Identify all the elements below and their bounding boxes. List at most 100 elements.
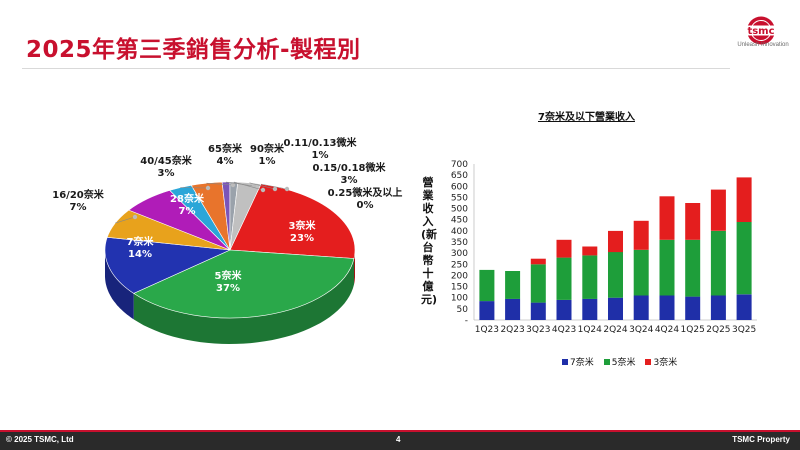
pie-leader-line — [115, 216, 136, 224]
bar-3Q23-2 — [530, 258, 546, 265]
pie-label-6: 65奈米 — [208, 142, 243, 155]
y-tick-label: 200 — [451, 271, 468, 281]
x-tick-label: 1Q23 — [475, 325, 499, 335]
pie-leader-dot — [272, 186, 278, 192]
legend-swatch — [645, 358, 652, 365]
x-tick-label: 4Q23 — [552, 325, 576, 335]
legend-label: 7奈米 — [570, 358, 594, 368]
pie-value-1: 37% — [216, 283, 240, 294]
x-tick-label: 3Q24 — [629, 325, 654, 335]
bar-4Q23-0 — [556, 299, 572, 320]
legend-label: 5奈米 — [611, 358, 636, 368]
footer-bar: © 2025 TSMC, Ltd 4 TSMC Property — [0, 432, 800, 450]
bar-1Q24-2 — [582, 246, 598, 256]
pie-value-5: 3% — [158, 168, 175, 179]
pie-leader-line — [249, 182, 276, 190]
y-tick-label: 350 — [451, 238, 468, 248]
pie-label-9: 0.15/0.18微米 — [313, 161, 387, 174]
bar-4Q23-1 — [556, 257, 572, 300]
pie-leader-dot — [284, 186, 290, 192]
y-tick-label: 600 — [451, 182, 468, 192]
y-tick-label: 500 — [451, 205, 468, 215]
pie-leader-line — [206, 182, 234, 186]
x-tick-label: 1Q24 — [578, 325, 603, 335]
tsmc-logo: tsmc — [744, 16, 778, 45]
pie-label-8: 0.11/0.13微米 — [284, 136, 358, 149]
pie-side-2 — [105, 250, 134, 320]
pie-value-7: 1% — [259, 156, 276, 167]
pie-depth — [105, 250, 355, 344]
x-tick-label: 1Q25 — [681, 325, 705, 335]
legend-label: 3奈米 — [653, 358, 678, 368]
pie-label-1: 5奈米 — [215, 269, 243, 282]
pie-value-0: 23% — [290, 233, 314, 244]
pie-value-8: 1% — [312, 150, 329, 161]
bar-2Q23-0 — [505, 298, 521, 320]
bar-chart-ylabel: 營業收入(新台幣十億元) — [421, 176, 438, 306]
bar-3Q23-1 — [530, 264, 546, 303]
y-tick-label: 400 — [451, 227, 468, 237]
pie-leader-line — [260, 183, 288, 190]
bar-4Q24-1 — [659, 239, 675, 296]
pie-value-4: 7% — [179, 206, 196, 217]
pie-value-6: 4% — [217, 156, 234, 167]
pie-side-0 — [354, 251, 355, 285]
bar-2Q25-2 — [710, 189, 726, 231]
bar-4Q24-0 — [659, 295, 675, 320]
page-title: 2025年第三季銷售分析-製程別 — [26, 37, 361, 63]
bar-1Q24-1 — [582, 255, 598, 299]
pie-value-3: 7% — [70, 202, 87, 213]
bar-2Q23-1 — [505, 271, 521, 299]
pie-label-2: 7奈米 — [127, 235, 155, 248]
footer-property: TSMC Property — [732, 435, 790, 444]
bar-1Q24-0 — [582, 298, 598, 320]
legend-swatch — [603, 358, 610, 365]
bar-3Q25-1 — [736, 221, 752, 295]
bar-2Q24-1 — [608, 252, 623, 298]
x-tick-label: 3Q25 — [732, 325, 756, 335]
pie-slice-1 — [133, 249, 355, 319]
pie-chart: 3奈米23%5奈米37%7奈米14%16/20奈米7%28奈米7%40/45奈米… — [52, 136, 403, 344]
x-tick-label: 2Q24 — [603, 325, 628, 335]
pie-value-2: 14% — [128, 249, 152, 260]
pie-value-10: 0% — [357, 200, 374, 211]
svg-text:tsmc: tsmc — [747, 26, 774, 37]
y-tick-label: 450 — [451, 216, 468, 226]
bar-1Q25-0 — [685, 296, 701, 320]
y-tick-label: 100 — [451, 294, 468, 304]
pie-label-3: 16/20奈米 — [52, 188, 104, 201]
bar-chart-title: 7奈米及以下營業收入 — [538, 112, 635, 123]
bar-4Q24-2 — [659, 196, 675, 240]
legend-item-7nm: 7奈米 — [562, 355, 594, 368]
bar-1Q23-0 — [479, 301, 495, 320]
bar-2Q24-2 — [608, 230, 623, 253]
footer-page-number: 4 — [396, 435, 401, 444]
pie-label-7: 90奈米 — [250, 142, 285, 155]
logo-tagline: Unleash Innovation — [737, 42, 789, 48]
bar-3Q23-0 — [530, 302, 546, 320]
y-tick-label: 150 — [451, 283, 468, 293]
pie-leader-dot — [205, 185, 211, 191]
pie-slice-2 — [104, 236, 232, 294]
legend-swatch — [562, 358, 568, 365]
bar-3Q25-0 — [736, 294, 752, 320]
bar-3Q24-0 — [633, 295, 649, 320]
bar-2Q25-0 — [710, 295, 726, 320]
bar-1Q25-2 — [685, 203, 701, 240]
bar-3Q24-2 — [633, 220, 649, 250]
pie-value-9: 3% — [341, 175, 358, 186]
pie-side-1 — [133, 258, 354, 344]
y-tick-label: 50 — [457, 305, 469, 315]
y-tick-label: 250 — [451, 260, 468, 270]
y-tick-label: 650 — [451, 171, 468, 181]
pie-label-10: 0.25微米及以上 — [328, 186, 403, 199]
pie-label-0: 3奈米 — [289, 219, 317, 232]
y-tick-label: 700 — [451, 160, 468, 170]
bar-4Q23-2 — [556, 239, 572, 258]
x-tick-label: 3Q23 — [526, 325, 550, 335]
y-tick-label: 300 — [451, 249, 468, 259]
pie-leader-line — [233, 181, 264, 191]
title-divider — [22, 68, 730, 69]
legend-item-5nm: 5奈米 — [603, 355, 636, 368]
